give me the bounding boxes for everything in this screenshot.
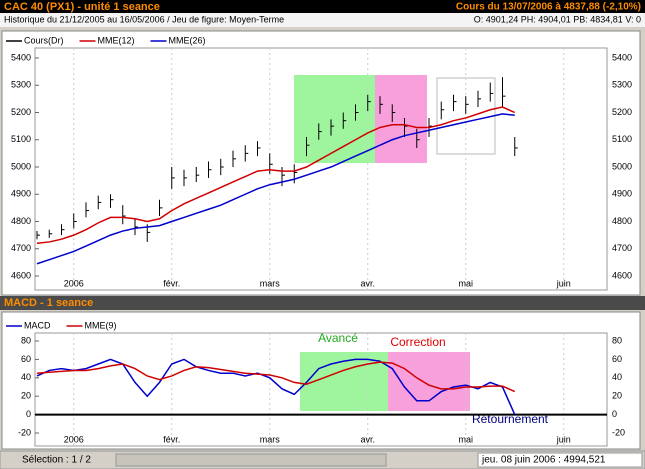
y-tick-label: 80 <box>612 335 622 345</box>
y-tick-label: 5000 <box>11 161 31 171</box>
y-tick-label: 4900 <box>612 189 632 199</box>
x-tick-label: mai <box>458 278 473 288</box>
selection[interactable]: Sélection : 1 / 2 <box>22 455 91 466</box>
annotation: Avancé <box>318 331 358 345</box>
correction-zone <box>375 75 427 163</box>
header-bar <box>0 0 645 13</box>
y-tick-label: 5000 <box>612 161 632 171</box>
y-tick-label: 80 <box>21 335 31 345</box>
title: CAC 40 (PX1) - unité 1 seance <box>4 1 160 13</box>
line <box>36 358 516 415</box>
x-tick-label: mai <box>458 434 473 444</box>
y-tick-label: 20 <box>612 391 622 401</box>
advance-zone <box>294 75 375 163</box>
y-tick-label: 4600 <box>612 270 632 280</box>
y-tick-label: 5200 <box>11 107 31 117</box>
legend-label: MME(9) <box>85 320 117 330</box>
x-tick-label: mars <box>260 434 280 444</box>
y-tick-label: 5100 <box>11 134 31 144</box>
y-tick-label: 0 <box>26 409 31 419</box>
macd-bar <box>0 296 645 310</box>
line <box>36 106 516 245</box>
cursor-value: jeu. 08 juin 2006 : 4994,521 <box>481 455 606 466</box>
y-tick-label: 5200 <box>612 107 632 117</box>
annotation: Correction <box>390 335 445 349</box>
y-tick-label: 5100 <box>612 134 632 144</box>
macd-title: MACD - 1 seance <box>4 297 93 309</box>
x-tick-label: 2006 <box>64 434 84 444</box>
cursor-box <box>477 452 643 468</box>
ohlc-info: O: 4901,24 PH: 4904,01 PB: 4834,81 V: 0 <box>474 14 641 24</box>
scrollbar[interactable] <box>115 453 387 467</box>
legend-label: MME(12) <box>98 35 135 45</box>
quote: Cours du 13/07/2006 à 4837,88 (-2,10%) <box>456 2 641 13</box>
x-tick-label: 2006 <box>64 278 84 288</box>
line <box>36 361 516 393</box>
y-tick-label: 4600 <box>11 270 31 280</box>
annotation: Rétournement <box>472 412 549 426</box>
x-tick-label: juin <box>556 278 571 288</box>
y-tick-label: 20 <box>21 391 31 401</box>
y-tick-label: 0 <box>612 409 617 419</box>
y-tick-label: 40 <box>21 372 31 382</box>
x-tick-label: mars <box>260 278 280 288</box>
x-tick-label: avr. <box>360 434 375 444</box>
y-tick-label: 4800 <box>11 216 31 226</box>
legend-label: Cours(Dr) <box>24 35 64 45</box>
line <box>36 113 515 265</box>
y-tick-label: 4700 <box>612 243 632 253</box>
legend-label: MACD <box>24 320 51 330</box>
x-tick-label: févr. <box>163 434 180 444</box>
x-tick-label: févr. <box>163 278 180 288</box>
info-bar <box>0 13 645 27</box>
x-tick-label: avr. <box>360 278 375 288</box>
y-tick-label: -20 <box>612 427 625 437</box>
y-tick-label: 60 <box>612 354 622 364</box>
y-tick-label: 4900 <box>11 189 31 199</box>
y-tick-label: 40 <box>612 372 622 382</box>
y-tick-label: 5400 <box>612 52 632 62</box>
y-tick-label: 4700 <box>11 243 31 253</box>
x-tick-label: juin <box>556 434 571 444</box>
y-tick-label: 5400 <box>11 52 31 62</box>
y-tick-label: 5300 <box>11 80 31 90</box>
y-tick-label: 60 <box>21 354 31 364</box>
y-tick-label: -20 <box>18 427 31 437</box>
y-tick-label: 4800 <box>612 216 632 226</box>
legend-label: MME(26) <box>169 35 206 45</box>
history: Historique du 21/12/2005 au 16/05/2006 /… <box>4 14 284 24</box>
y-tick-label: 5300 <box>612 80 632 90</box>
